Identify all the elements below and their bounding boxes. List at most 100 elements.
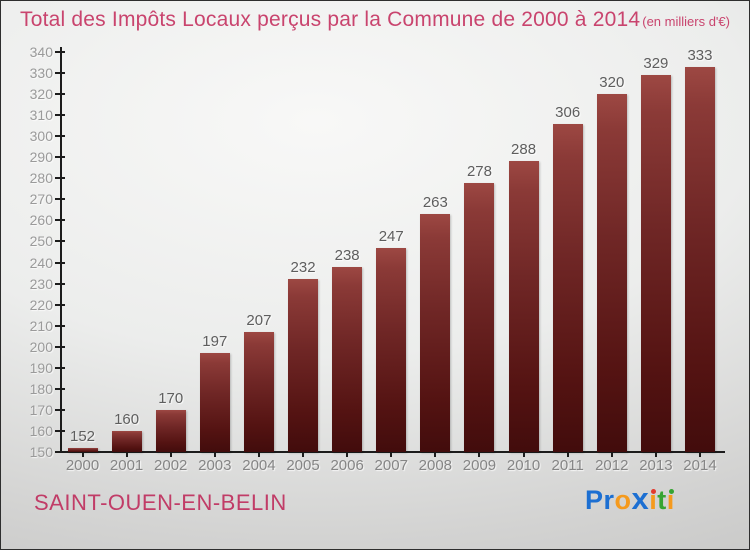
bar (376, 247, 407, 452)
x-tick-label: 2005 (286, 457, 320, 474)
logo-letter: x (631, 481, 650, 516)
bar-value-label: 329 (643, 55, 669, 73)
y-tick-mark (55, 177, 65, 180)
y-tick-mark (55, 451, 65, 453)
y-tick-label: 180 (29, 380, 53, 397)
x-tick-mark (698, 453, 701, 457)
bar (596, 94, 627, 452)
y-tick-mark (55, 135, 65, 138)
chart-title: Total des Impôts Locaux perçus par la Co… (20, 8, 641, 31)
bar (420, 214, 451, 452)
y-tick-label: 290 (29, 149, 53, 166)
logo-letter: Pr (585, 485, 615, 515)
bar (332, 266, 363, 452)
logo-letter: t (657, 485, 667, 515)
y-tick-mark (55, 303, 65, 306)
y-tick-label: 250 (29, 233, 53, 250)
bar (508, 161, 539, 452)
x-tick-label: 2012 (595, 457, 629, 474)
x-tick-mark (169, 453, 172, 457)
x-tick-mark (566, 453, 569, 457)
x-tick-mark (478, 453, 481, 457)
chart-title-unit: (en milliers d'€) (642, 14, 730, 29)
x-tick-label: 2002 (154, 457, 188, 474)
bar-value-label: 288 (511, 141, 537, 159)
y-tick-mark (55, 198, 65, 201)
x-tick-label: 2013 (639, 457, 673, 474)
y-tick-label: 280 (29, 170, 53, 187)
y-tick-mark (55, 387, 65, 390)
x-tick-mark (346, 453, 349, 457)
bar-value-label: 320 (599, 74, 625, 92)
logo-letter: ı (666, 485, 675, 515)
x-tick-label: 2007 (374, 457, 408, 474)
x-tick-label: 2003 (198, 457, 232, 474)
logo-letter-dot (651, 489, 657, 494)
x-tick-mark (81, 453, 84, 457)
x-tick-mark (522, 453, 525, 457)
y-tick-mark (55, 345, 65, 348)
bar-value-label: 247 (378, 227, 404, 245)
x-tick-mark (654, 453, 657, 457)
x-tick-label: 2008 (418, 457, 453, 474)
y-tick-mark (55, 219, 65, 222)
y-tick-mark (55, 156, 65, 159)
bar-value-label: 238 (334, 246, 360, 264)
y-tick-label: 320 (29, 86, 53, 103)
x-tick-label: 2009 (462, 457, 497, 474)
y-tick-label: 310 (29, 107, 53, 124)
y-tick-label: 200 (29, 338, 53, 355)
bar (684, 66, 715, 452)
proxiti-logo[interactable]: Proxı tı (585, 481, 675, 516)
bar (288, 279, 319, 452)
y-tick-label: 300 (29, 128, 53, 145)
x-tick-label: 2001 (109, 457, 144, 474)
logo-letter-dot (668, 489, 674, 494)
bar (111, 430, 142, 452)
y-tick-label: 220 (29, 296, 53, 313)
bar-value-label: 333 (687, 46, 713, 64)
bar-value-label: 306 (555, 103, 581, 121)
y-tick-mark (55, 282, 65, 285)
bar-value-label: 197 (202, 333, 228, 351)
y-tick-mark (55, 114, 65, 117)
y-tick-mark (55, 429, 65, 432)
y-tick-label: 330 (29, 65, 53, 82)
y-tick-label: 190 (29, 359, 53, 376)
y-tick-mark (55, 408, 65, 411)
x-tick-mark (213, 453, 216, 457)
bar-value-label: 207 (246, 312, 272, 329)
x-axis-line (60, 451, 725, 453)
y-tick-mark (55, 261, 65, 264)
x-tick-mark (610, 453, 613, 457)
bar-value-label: 263 (422, 194, 448, 212)
y-tick-label: 150 (29, 444, 53, 460)
bar (199, 353, 230, 452)
y-tick-label: 270 (29, 191, 53, 208)
x-tick-mark (302, 453, 305, 457)
y-tick-label: 340 (29, 44, 53, 60)
x-tick-label: 2006 (330, 457, 364, 474)
bar (640, 75, 671, 452)
y-tick-label: 260 (29, 212, 53, 229)
y-tick-mark (55, 72, 65, 75)
y-tick-mark (55, 240, 65, 243)
x-tick-label: 2000 (65, 457, 100, 474)
bar (552, 123, 583, 452)
bar (155, 409, 186, 452)
x-tick-mark (125, 453, 128, 457)
y-tick-label: 170 (29, 401, 53, 418)
x-tick-label: 2004 (242, 457, 276, 474)
y-tick-label: 240 (29, 254, 53, 271)
logo-letter: o (614, 485, 632, 515)
x-tick-mark (390, 453, 393, 457)
y-axis-line (60, 47, 62, 453)
y-tick-label: 160 (29, 422, 53, 439)
bar-value-label: 152 (69, 427, 96, 445)
x-tick-label: 2010 (506, 457, 541, 474)
bar-value-label: 232 (290, 259, 316, 277)
y-tick-label: 210 (29, 317, 53, 334)
bar-value-label: 160 (114, 410, 140, 428)
x-tick-label: 2014 (683, 457, 717, 474)
